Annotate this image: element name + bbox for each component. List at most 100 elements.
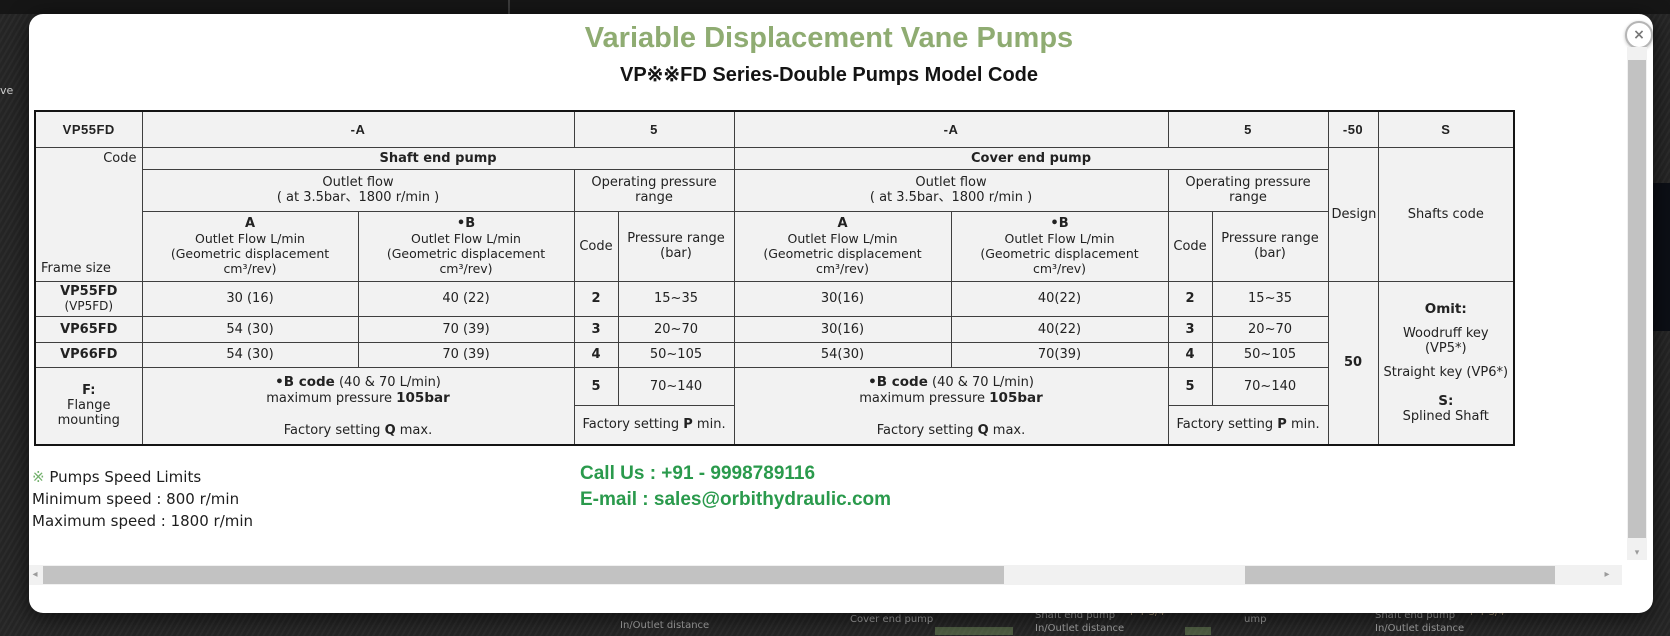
page-top-band [0, 0, 1670, 14]
scroll-right-arrow-icon[interactable]: ▸ [1604, 569, 1610, 580]
corner-frame-size-label: Frame size [41, 260, 111, 276]
scroll-down-arrow-icon[interactable]: ▾ [1634, 548, 1640, 558]
background-dark-strip [1653, 183, 1670, 331]
shaft-pressure-value: 20~70 [617, 315, 735, 343]
shaft-pressure-value: 50~105 [617, 341, 735, 368]
shafts-s-label: S: [1438, 392, 1454, 409]
shaft-col-b-header: •B Outlet Flow L/min (Geometric displace… [357, 210, 575, 282]
max-speed: Maximum speed : 1800 r/min [32, 512, 254, 530]
bcode-maxp-value: 105bar [989, 389, 1043, 406]
shaft-a-flow: 54 (30) [141, 341, 359, 368]
factory-p-bold: P [683, 417, 693, 433]
bcode-flows: (40 & 70 L/min) [927, 374, 1034, 390]
bcode-note: •B code (40 & 70 L/min) maximum pressure… [154, 374, 563, 406]
cover-pressure-range-header: Pressure range (bar) [1211, 210, 1329, 282]
cover-pressure-value: 20~70 [1211, 315, 1329, 343]
model-code-cover-flow-cell: -A [733, 110, 1169, 148]
pump-speed-notes: ※ Pumps Speed Limits Minimum speed : 800… [32, 466, 253, 532]
bcode-note: •B code (40 & 70 L/min) maximum pressure… [746, 374, 1157, 406]
model-code-shaft-flow-cell: -A [141, 110, 575, 148]
shaft-bcode-note-cell: •B code (40 & 70 L/min) maximum pressure… [141, 366, 575, 445]
bg-label: Shaft end pump [1375, 610, 1456, 621]
shaft-code-value: 4 [573, 341, 619, 368]
factory-p-post: min. [692, 417, 726, 433]
col-b-label: •B [1050, 216, 1069, 231]
email-link[interactable]: E-mail : sales@orbithydraulic.com [580, 489, 892, 510]
shaft-a-flow: 30 (16) [141, 280, 359, 317]
min-speed: Minimum speed : 800 r/min [32, 490, 240, 508]
frame-vp55fd: VP55FD (VP5FD) [34, 280, 143, 317]
cover-code-value: 2 [1167, 280, 1213, 317]
speed-limits-label: Pumps Speed Limits [49, 468, 202, 486]
page-title: Variable Displacement Vane Pumps [584, 22, 1074, 54]
frame-vp66fd: VP66FD [34, 341, 143, 368]
bcode-maxp-value: 105bar [396, 389, 450, 406]
factory-pre: Factory setting [283, 422, 385, 438]
cover-bcode-note-cell: •B code (40 & 70 L/min) maximum pressure… [733, 366, 1169, 445]
factory-post: max. [988, 422, 1026, 438]
contact-block: Call Us : +91 - 9998789116 E-mail : sale… [580, 461, 891, 513]
v-scroll-thumb[interactable] [1628, 60, 1646, 538]
cover-operating-pressure-header: Operating pressure range [1167, 168, 1329, 212]
cover-b-flow: 40(22) [950, 280, 1169, 317]
sub-header-row: Outlet flow ( at 3.5bar、1800 r/min ) Ope… [35, 168, 1514, 212]
cover-code-value: 4 [1167, 341, 1213, 368]
shaft-col-a-header: A Outlet Flow L/min (Geometric displacem… [141, 210, 359, 282]
cover-a-flow: 30(16) [733, 315, 952, 343]
col-b-desc: Outlet Flow L/min (Geometric displacemen… [980, 231, 1139, 276]
model-code-cover-pressure-cell: 5 [1167, 110, 1329, 148]
cover-a-flow: 30(16) [733, 280, 952, 317]
shafts-woodruff: Woodruff key (VP5*) [1402, 325, 1489, 356]
shaft-b-flow: 40 (22) [357, 280, 575, 317]
shaft-operating-pressure-header: Operating pressure range [573, 168, 735, 212]
bcode-maxp-label: maximum pressure [266, 390, 397, 406]
cover-code-value-5: 5 [1167, 366, 1213, 407]
scroll-left-arrow-icon[interactable]: ◂ [32, 569, 38, 580]
cover-code-value: 3 [1167, 315, 1213, 343]
column-header-row: A Outlet Flow L/min (Geometric displacem… [35, 210, 1514, 282]
phone-link[interactable]: Call Us : +91 - 9998789116 [580, 463, 816, 484]
factory-p-bold: P [1277, 417, 1287, 433]
close-icon[interactable]: × [1625, 21, 1653, 49]
vertical-scrollbar[interactable]: ▾ [1627, 47, 1647, 560]
design-header: Design [1327, 146, 1379, 282]
mounting-code: F: [82, 383, 96, 398]
h-scroll-thumb[interactable] [1245, 566, 1555, 584]
h-scroll-thumb[interactable] [43, 566, 1004, 584]
cover-outlet-flow-header: Outlet flow ( at 3.5bar、1800 r/min ) [733, 168, 1169, 212]
factory-setting-q: Factory setting Q max. [154, 423, 563, 438]
design-value: 50 [1327, 280, 1379, 445]
background-partial-text: ve [0, 84, 14, 97]
cover-code-header: Code [1167, 210, 1213, 282]
shafts-omit-label: Omit: [1424, 300, 1467, 317]
cover-pressure-value-5: 70~140 [1211, 366, 1329, 407]
bcode-bold: •B code [275, 373, 335, 390]
col-a-desc: Outlet Flow L/min (Geometric displacemen… [170, 231, 330, 276]
bg-label: In/Outlet distance [1035, 623, 1125, 634]
col-a-desc: Outlet Flow L/min (Geometric displacemen… [763, 231, 922, 276]
shaft-outlet-flow-header: Outlet flow ( at 3.5bar、1800 r/min ) [141, 168, 575, 212]
shaft-pressure-value: 15~35 [617, 280, 735, 317]
page-subtitle: VP※※FD Series-Double Pumps Model Code [619, 64, 1039, 86]
shafts-splined: Splined Shaft [1402, 408, 1489, 424]
shaft-factory-setting-p: Factory setting P min. [573, 405, 735, 445]
model-code-shafts-cell: S [1377, 110, 1515, 148]
shafts-code-header: Shafts code [1377, 146, 1515, 282]
cover-b-flow: 40(22) [950, 315, 1169, 343]
shafts-straight: Straight key (VP6*) [1383, 364, 1509, 380]
bg-label: ump [1244, 614, 1267, 625]
table-row-vp66fd: VP66FD 54 (30) 70 (39) 4 50~105 54(30) 7… [34, 341, 1514, 368]
model-code-table: VP55FD -A 5 -A 5 -50 S Code Frame size S… [34, 110, 1516, 446]
bcode-flows: (40 & 70 L/min) [334, 374, 441, 390]
cover-b-flow: 70(39) [950, 341, 1169, 368]
cover-col-b-header: •B Outlet Flow L/min (Geometric displace… [950, 210, 1169, 282]
col-a-label: A [837, 216, 848, 231]
col-a-label: A [244, 216, 256, 231]
horizontal-scrollbar[interactable]: ◂ ▸ [29, 565, 1622, 585]
factory-pre: Factory setting [876, 422, 978, 438]
factory-bold: Q [384, 422, 396, 438]
pump-model-code-modal: Variable Displacement Vane Pumps VP※※FD … [29, 14, 1653, 613]
cover-col-a-header: A Outlet Flow L/min (Geometric displacem… [733, 210, 952, 282]
shaft-end-pump-header: Shaft end pump [141, 146, 735, 170]
table-row-vp65fd: VP65FD 54 (30) 70 (39) 3 20~70 30(16) 40… [34, 315, 1514, 343]
